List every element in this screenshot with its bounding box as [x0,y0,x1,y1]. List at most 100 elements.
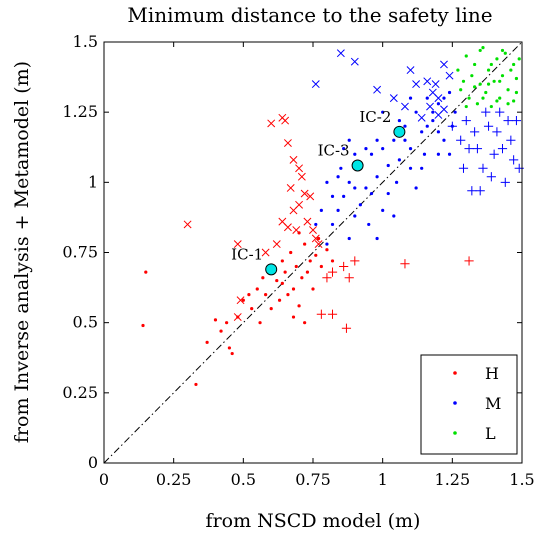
data-point [269,307,273,311]
data-point [375,138,379,142]
x-tick-label: 0.25 [156,470,192,489]
data-point [473,62,477,67]
data-point [514,76,519,81]
data-point [375,236,379,241]
data-point [286,183,295,192]
x-axis-tick-labels: 0 0.25 0.5 0.75 1 1.25 1.5 [99,470,535,489]
data-point [341,323,352,333]
data-point [447,121,457,131]
data-point [495,57,499,61]
data-point [481,46,485,50]
data-point [311,234,320,243]
data-point [381,147,385,151]
data-point [470,127,480,137]
data-point [470,74,474,78]
data-point [458,163,469,173]
data-point [258,321,262,325]
data-point [486,172,496,182]
data-point [350,256,360,266]
data-point [277,298,282,302]
data-point [369,152,374,156]
data-point [364,147,368,151]
y-tick-label: 0.75 [62,243,98,262]
data-point [414,186,418,190]
data-point [489,104,493,109]
data-point [492,127,502,137]
data-point [442,96,446,100]
y-tick-label: 0.5 [73,313,98,332]
data-point [395,180,399,184]
highlight-label: IC-1 [231,245,263,263]
data-point [336,175,340,179]
data-point [386,191,390,196]
data-point [414,110,418,114]
data-point [401,102,409,111]
data-point [431,118,435,123]
data-point [500,48,505,53]
data-point [397,158,401,162]
x-tick-label: 0 [99,470,109,489]
data-point [330,194,335,198]
data-point [403,124,407,128]
data-point [426,102,434,111]
data-point [478,82,482,86]
data-point [436,152,440,156]
highlight-point [265,263,278,276]
plot-series [141,46,524,387]
y-tick-label: 1 [88,172,98,191]
data-point [483,121,494,131]
data-point [412,80,421,89]
data-point [425,96,429,100]
data-point [420,130,424,134]
data-point [403,138,407,142]
data-point [478,163,488,173]
data-point [353,152,357,156]
data-point [408,96,413,100]
data-point [400,259,410,269]
y-axis-label: from Inverse analysis + Metamodel (m) [11,61,33,443]
x-tick-label: 0.75 [295,470,331,489]
data-point [275,278,279,283]
data-point [289,155,298,164]
data-point [314,222,318,227]
data-point [347,138,351,142]
data-point [481,107,491,117]
data-point [233,240,242,249]
data-point [230,351,234,356]
data-point [436,102,440,106]
data-point [327,267,338,277]
data-point [327,309,338,319]
data-point [447,152,452,156]
data-point [281,116,290,125]
data-point [236,296,245,305]
data-point [330,259,335,263]
data-point [330,222,335,227]
data-point [283,223,292,232]
data-point [297,304,301,308]
data-point [286,293,290,297]
data-point [509,68,513,72]
data-point [442,138,446,142]
legend-marker-l [453,431,457,435]
data-point [311,287,315,291]
data-point [305,270,310,274]
data-point [347,236,351,241]
data-point [292,226,301,235]
data-point [506,88,510,92]
data-point [325,180,329,184]
highlight-label: IC-2 [359,108,391,126]
data-point [325,248,329,252]
highlight-point [351,159,364,172]
x-tick-label: 0.5 [231,470,256,489]
data-point [408,166,413,170]
data-point [481,96,485,100]
data-point [431,80,440,89]
data-point [392,138,396,142]
data-point [322,273,332,283]
x-axis-label: from NSCD model (m) [206,510,421,532]
data-point [511,115,522,126]
data-point [194,382,198,387]
x-tick-label: 1.25 [435,470,471,489]
y-axis-tick-labels: 0 0.25 0.5 0.75 1 1.25 1.5 [62,32,98,472]
data-point [309,226,317,235]
